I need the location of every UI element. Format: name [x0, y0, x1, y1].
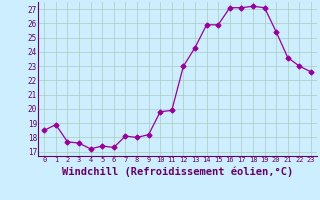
X-axis label: Windchill (Refroidissement éolien,°C): Windchill (Refroidissement éolien,°C) [62, 166, 293, 177]
